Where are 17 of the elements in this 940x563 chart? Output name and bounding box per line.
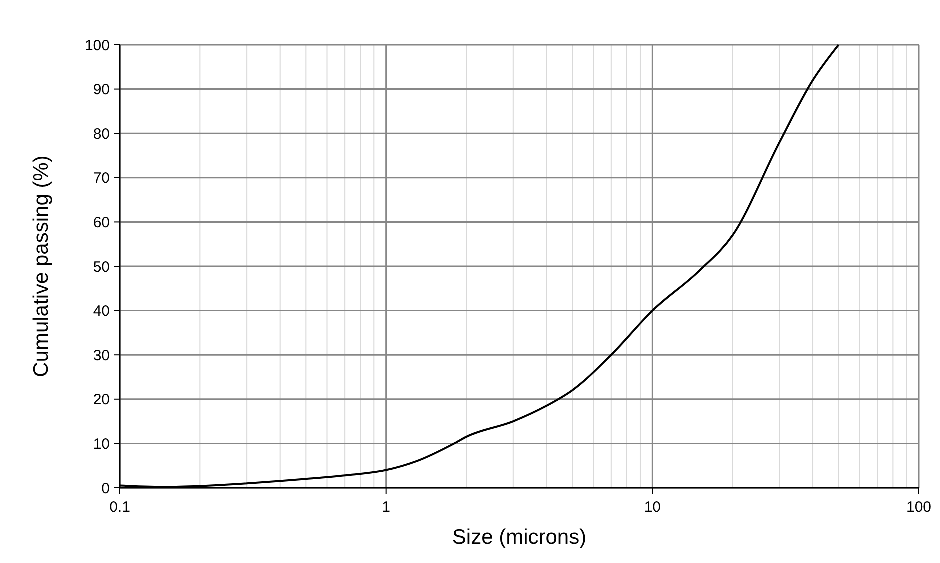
y-tick-label: 100 (84, 37, 110, 54)
y-tick-label: 30 (93, 347, 110, 364)
y-tick-label: 10 (93, 436, 110, 453)
x-tick-label: 10 (644, 499, 662, 516)
y-axis-title: Cumulative passing (%) (30, 156, 53, 378)
y-tick-label: 60 (93, 214, 110, 232)
x-tick-label: 1 (382, 499, 391, 516)
y-tick-label: 80 (93, 126, 110, 143)
x-axis-title: Size (microns) (452, 526, 587, 549)
x-tick-label: 0.1 (110, 499, 130, 516)
y-tick-label: 70 (93, 170, 110, 188)
y-tick-label: 20 (93, 392, 110, 409)
y-tick-label: 0 (102, 480, 110, 498)
y-tick-label: 40 (93, 303, 110, 320)
y-tick-label: 90 (93, 82, 110, 99)
x-tick-label: 100 (906, 499, 932, 516)
y-tick-label: 50 (93, 258, 110, 276)
